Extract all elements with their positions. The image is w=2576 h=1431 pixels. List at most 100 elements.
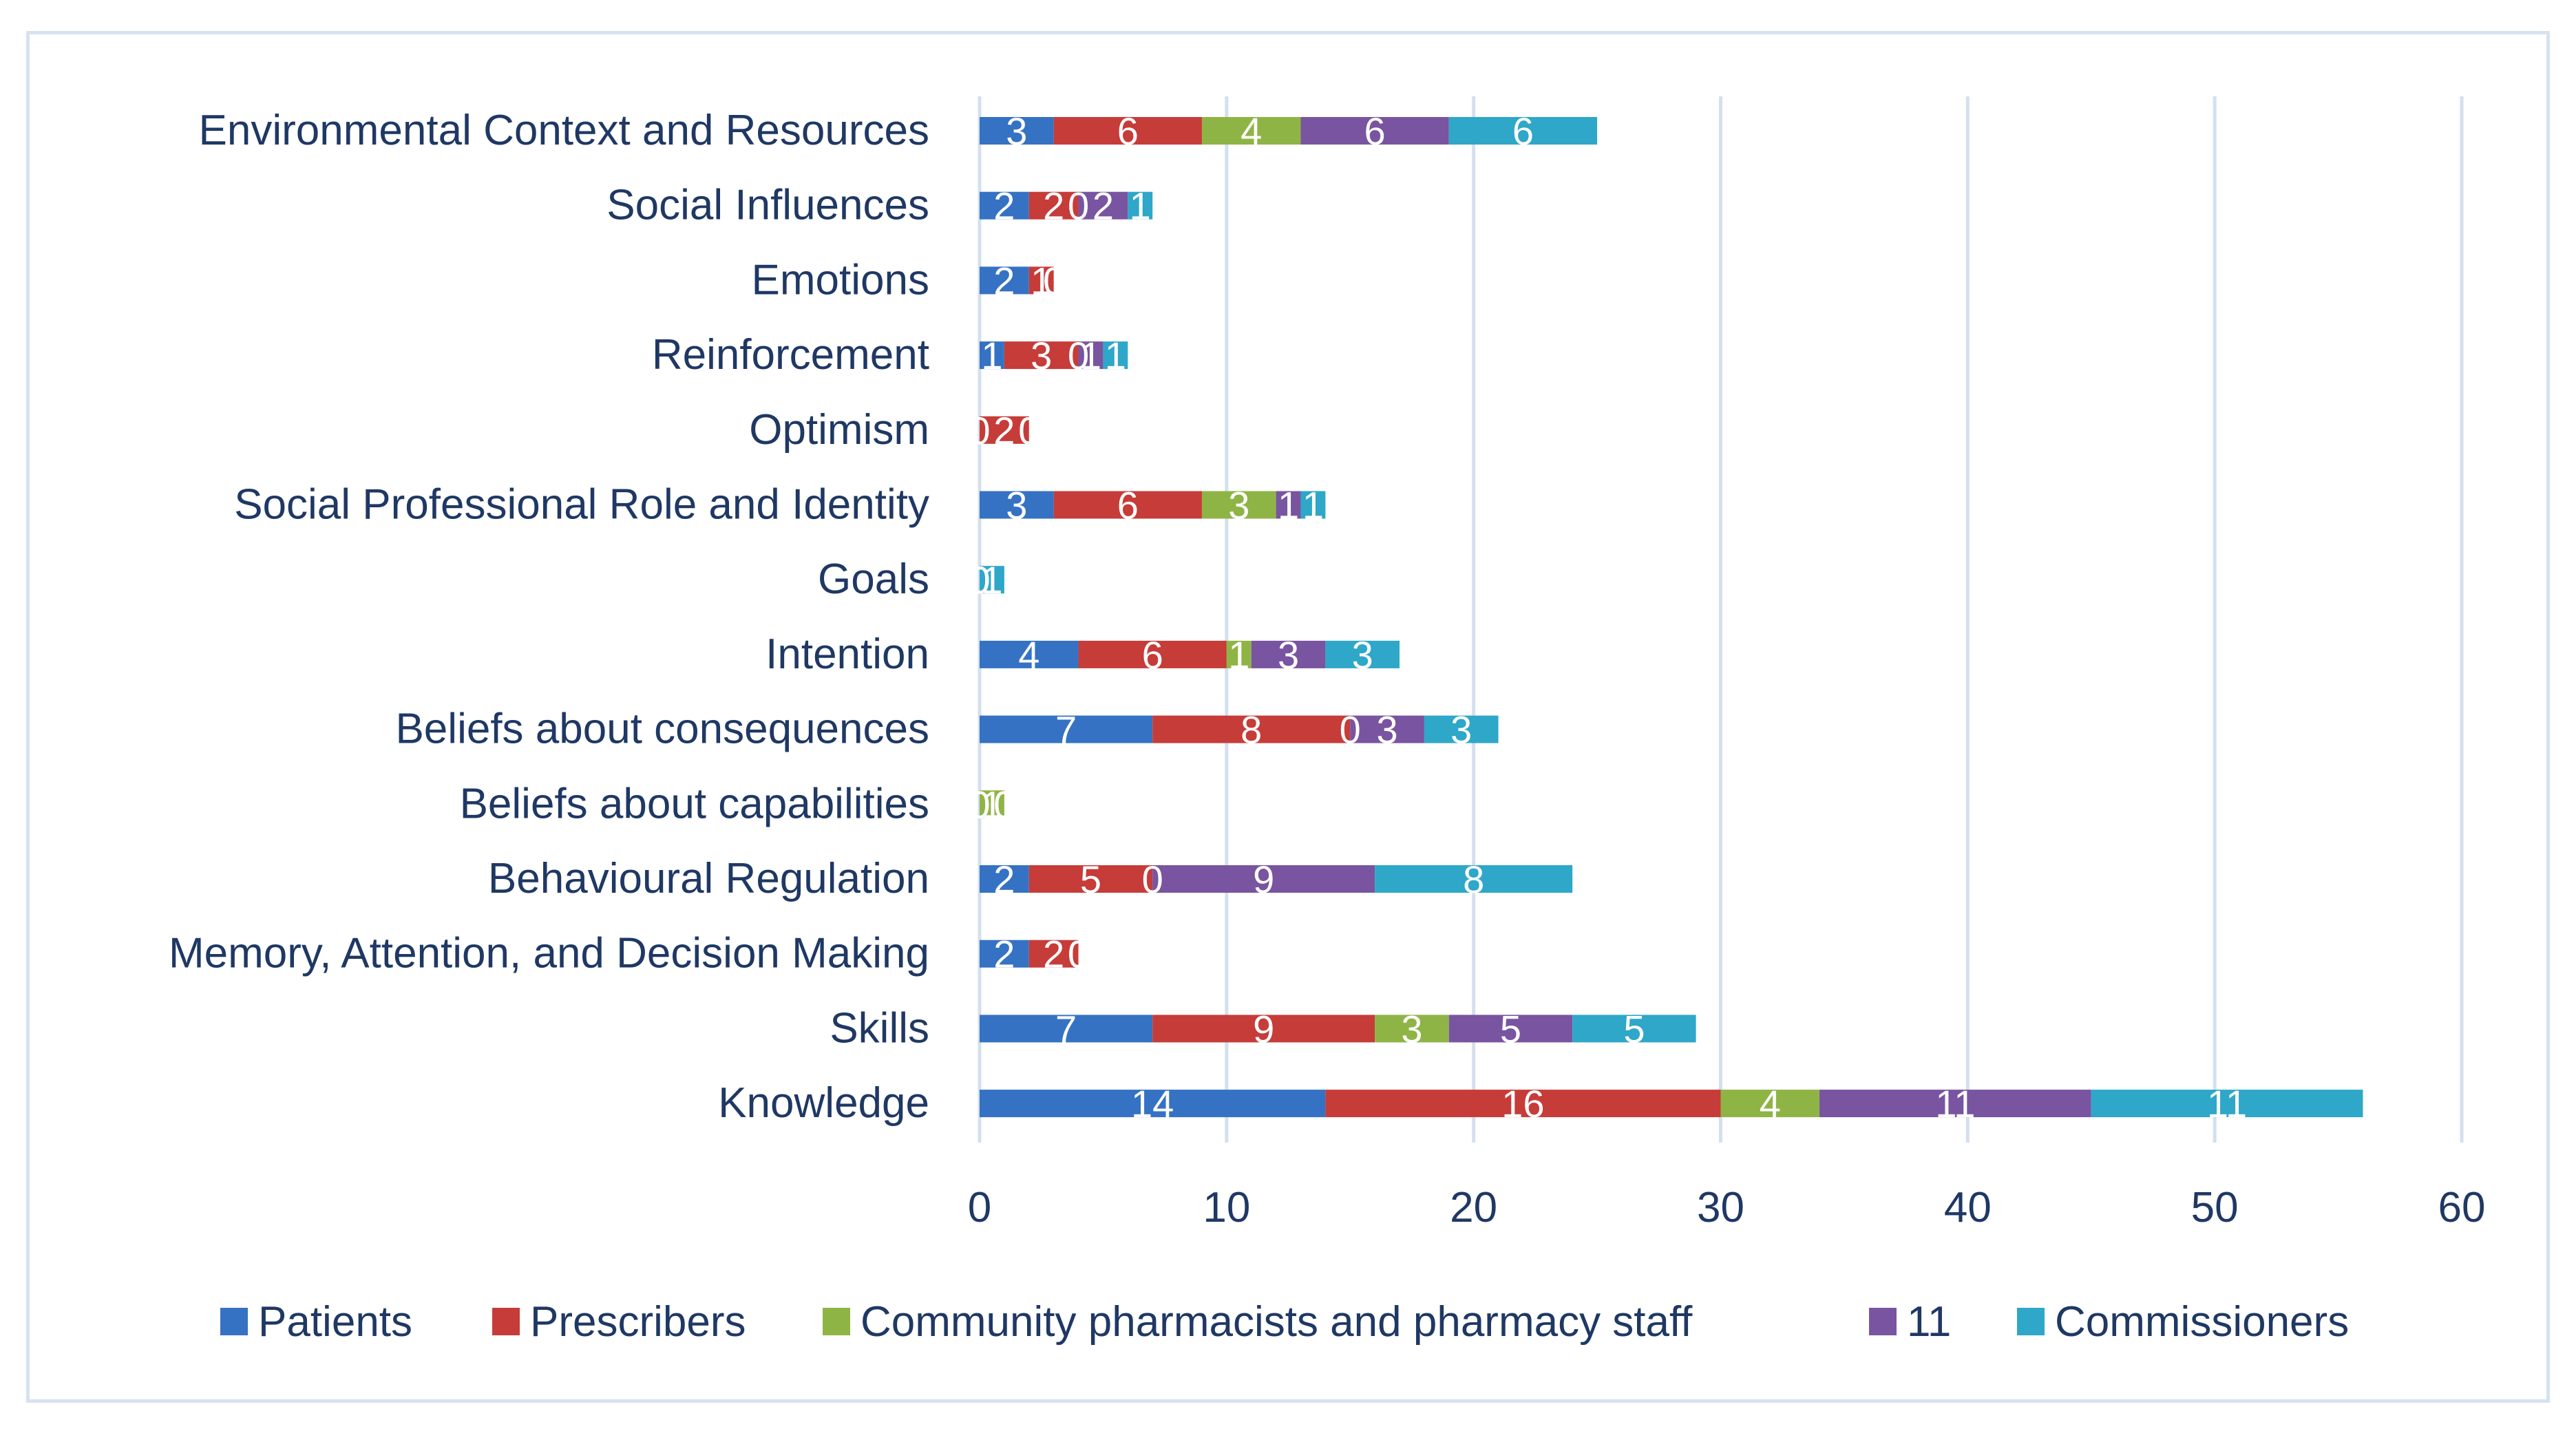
legend-swatch [823, 1308, 850, 1335]
bar-segment [1375, 865, 1573, 893]
data-label: 0 [1068, 933, 1089, 976]
data-label: 2 [1043, 184, 1064, 228]
category-label: Emotions [752, 256, 929, 304]
data-label: 2 [993, 184, 1015, 228]
bar-segment [1448, 117, 1598, 145]
x-tick-label: 30 [1697, 1184, 1744, 1231]
data-label: 0 [969, 783, 990, 826]
data-label: 1 [1105, 334, 1126, 377]
x-tick-label: 60 [2438, 1184, 2486, 1231]
bar-segment [1300, 117, 1449, 145]
data-label: 2 [993, 259, 1015, 302]
data-label: 7 [1055, 1007, 1077, 1050]
bar-segment [1078, 640, 1227, 668]
bar-segment [1028, 940, 1079, 968]
data-label: 2 [1043, 933, 1064, 976]
data-label: 1 [1278, 484, 1299, 527]
category-label: Social Professional Role and Identity [234, 481, 929, 529]
bar-segment [1325, 1090, 1721, 1118]
data-label: 0 [1043, 259, 1064, 302]
bar-segment [1424, 715, 1499, 743]
data-label: 16 [1501, 1082, 1544, 1125]
bar-segment [1201, 491, 1276, 519]
data-label: 14 [1131, 1082, 1174, 1125]
data-label: 1 [1031, 259, 1052, 302]
data-label: 0 [1340, 708, 1361, 752]
bar-segment [980, 640, 1079, 668]
data-label: 1 [1302, 484, 1324, 527]
data-label: 0 [1142, 858, 1163, 901]
bar-segment [1572, 1015, 1696, 1043]
data-label: 0 [969, 558, 990, 602]
data-label: 9 [1253, 858, 1274, 901]
data-label: 0 [1018, 409, 1039, 452]
bar-segment [1819, 1090, 2091, 1118]
x-tick-label: 50 [2191, 1184, 2239, 1231]
data-label: 3 [1031, 334, 1052, 377]
data-label: 3 [1401, 1007, 1422, 1050]
bar-segment [1448, 1015, 1573, 1043]
bar-segment [2091, 1090, 2363, 1118]
bar-segment [1325, 640, 1400, 668]
data-label: 1 [1228, 633, 1249, 677]
bar-segment [980, 790, 1004, 818]
data-label: 0 [969, 409, 990, 452]
legend-swatch [2017, 1308, 2045, 1335]
data-label: 0 [1068, 334, 1089, 377]
data-label: 3 [1228, 484, 1249, 527]
data-label: 8 [1463, 858, 1484, 901]
bar-segment [1028, 266, 1054, 295]
bar-segment [1028, 865, 1153, 893]
bar-segment [1053, 117, 1202, 145]
data-label: 5 [1080, 858, 1101, 901]
category-label: Reinforcement [652, 331, 929, 379]
data-label: 2 [993, 858, 1015, 901]
data-label: 1 [1130, 184, 1151, 228]
bar-segment [1152, 1015, 1375, 1043]
data-label: 3 [1278, 633, 1299, 677]
data-label: 0 [993, 783, 1015, 826]
legend-label: 11 [1907, 1298, 1951, 1346]
data-label: 2 [993, 933, 1015, 976]
bar-segment [1152, 715, 1351, 743]
category-label: Beliefs about consequences [395, 706, 929, 753]
data-label: 4 [1760, 1082, 1781, 1125]
data-label: 4 [1241, 109, 1262, 153]
legend-label: Prescribers [530, 1298, 746, 1346]
bar-segment [1028, 191, 1079, 220]
category-label: Goals [818, 555, 929, 603]
data-label: 0 [969, 558, 990, 602]
data-label: 6 [1142, 633, 1163, 677]
bar-segment [1350, 715, 1424, 743]
bar-segment [1103, 341, 1128, 370]
category-label: Optimism [749, 406, 929, 454]
legend-swatch [1869, 1308, 1897, 1335]
category-label: Skills [830, 1004, 929, 1052]
bar-segment [980, 1090, 1326, 1118]
bar-segment [1375, 1015, 1449, 1043]
legend-swatch [492, 1308, 520, 1335]
data-label: 0 [969, 558, 990, 602]
data-label: 0 [1068, 933, 1089, 976]
bar-segment [980, 341, 1004, 370]
data-label: 6 [1117, 109, 1139, 153]
bar-segment [1201, 117, 1301, 145]
bar-segment [980, 491, 1054, 519]
data-label: 9 [1253, 1007, 1274, 1050]
data-label: 2 [993, 409, 1015, 452]
gridlines [978, 96, 2464, 1143]
data-label: 0 [1018, 409, 1039, 452]
data-label: 0 [1068, 184, 1089, 228]
bar-segment [980, 416, 1029, 444]
bars [980, 117, 2363, 1118]
data-label: 6 [1117, 484, 1139, 527]
data-label: 0 [1018, 409, 1039, 452]
bar-segment [1078, 341, 1104, 370]
data-label: 3 [1450, 708, 1472, 752]
data-label: 7 [1055, 708, 1077, 752]
data-label: 2 [1092, 184, 1114, 228]
data-label: 1 [981, 334, 1002, 377]
data-label: 1 [981, 783, 1002, 826]
